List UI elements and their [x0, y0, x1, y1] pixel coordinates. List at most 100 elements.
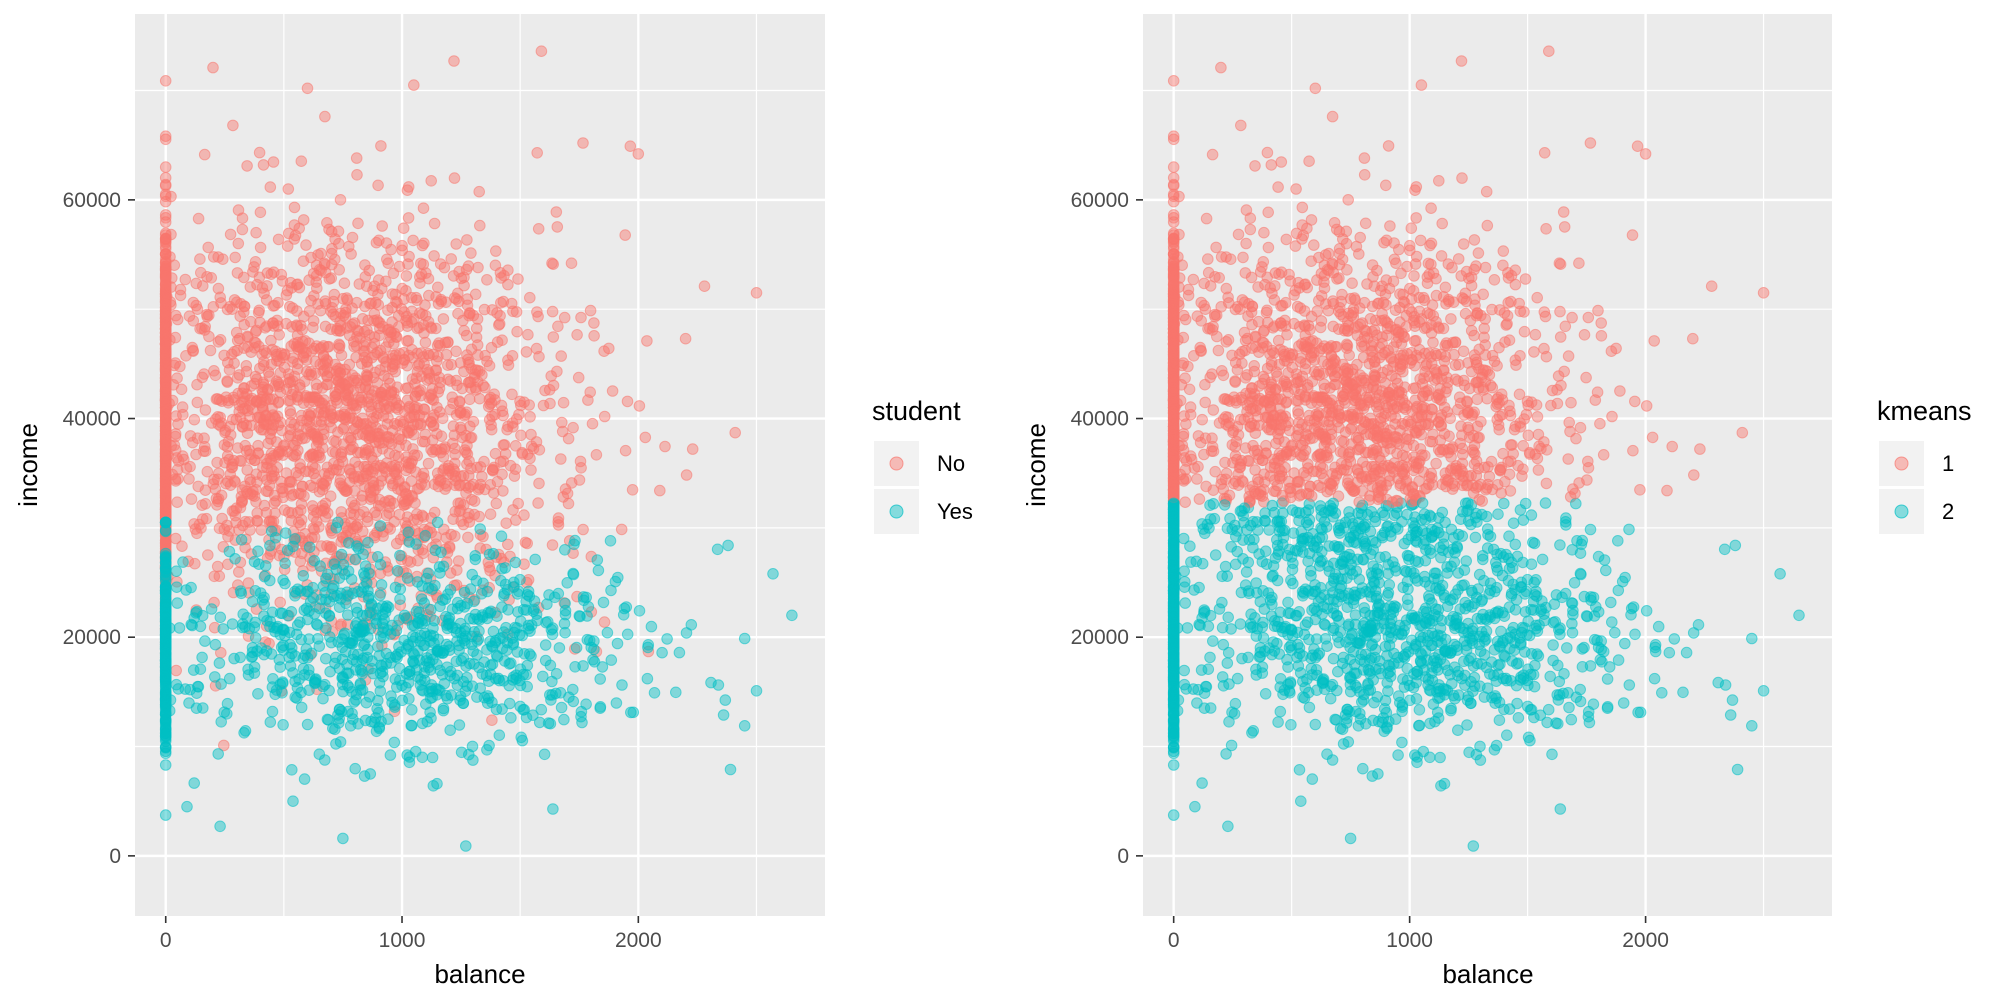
left-point-no	[170, 475, 182, 487]
left-point-yes	[333, 703, 346, 716]
left-point-no	[186, 436, 199, 449]
left-point-no	[446, 391, 459, 404]
left-point-yes	[344, 720, 357, 732]
left-point-yes	[426, 751, 439, 764]
right-point-1	[1405, 222, 1418, 234]
left-legend-key-yes	[889, 504, 904, 519]
left-point-no	[434, 258, 447, 270]
left-point-no	[552, 320, 564, 333]
left-point-no	[290, 449, 302, 461]
left-point-yes	[750, 685, 763, 697]
left-point-no	[241, 427, 254, 440]
left-point-yes	[159, 809, 172, 821]
left-point-no	[415, 478, 428, 491]
right-point-1	[1167, 75, 1180, 87]
left-point-no	[556, 416, 568, 429]
left-point-no	[408, 79, 420, 91]
left-y-tick-label: 20000	[63, 626, 121, 649]
left-point-no	[450, 345, 462, 358]
right-point-1	[1631, 140, 1644, 152]
left-point-yes	[177, 556, 189, 568]
left-point-yes	[514, 679, 527, 692]
left-point-no	[530, 342, 543, 355]
right-point-2	[1623, 523, 1635, 536]
left-point-yes	[314, 560, 327, 572]
left-point-no	[400, 270, 413, 282]
left-point-no	[196, 499, 208, 512]
left-point-no	[351, 169, 363, 181]
right-point-1	[1249, 160, 1261, 172]
left-point-yes	[172, 683, 185, 695]
left-point-yes	[356, 609, 369, 622]
left-point-yes	[439, 593, 452, 605]
left-point-no	[224, 429, 237, 441]
left-point-yes	[529, 553, 542, 566]
left-point-no	[159, 212, 172, 224]
left-point-no	[218, 439, 231, 451]
left-point-no	[212, 282, 225, 295]
left-point-no	[453, 295, 465, 308]
right-point-1	[1195, 296, 1207, 309]
left-point-no	[159, 466, 172, 479]
left-point-yes	[171, 597, 184, 609]
left-point-yes	[242, 669, 255, 681]
left-point-no	[330, 463, 343, 476]
left-point-yes	[455, 599, 467, 612]
left-point-no	[291, 278, 304, 291]
left-point-yes	[303, 633, 315, 645]
left-point-no	[598, 616, 611, 628]
left-point-no	[426, 434, 439, 447]
right-point-1	[1358, 152, 1371, 164]
left-point-no	[372, 179, 384, 192]
left-point-no	[551, 365, 563, 378]
left-point-yes	[373, 649, 386, 662]
left-point-no	[216, 395, 228, 408]
left-point-yes	[291, 619, 304, 631]
left-point-yes	[337, 685, 349, 698]
left-point-no	[337, 438, 350, 450]
left-point-no	[511, 325, 523, 338]
left-point-yes	[402, 526, 415, 539]
left-point-yes	[205, 603, 218, 615]
left-point-no	[252, 306, 265, 319]
left-point-no	[390, 468, 403, 481]
right-point-1	[1388, 253, 1401, 266]
left-point-no	[582, 394, 594, 406]
left-point-no	[463, 393, 476, 406]
left-point-no	[209, 369, 222, 382]
left-point-yes	[398, 634, 411, 647]
left-point-no	[364, 486, 377, 499]
left-point-no	[531, 306, 543, 318]
left-x-tick-label: 2000	[615, 929, 662, 952]
left-point-no	[264, 181, 277, 193]
left-point-no	[407, 234, 419, 247]
left-point-yes	[350, 694, 362, 706]
left-point-yes	[416, 580, 428, 592]
left-point-no	[221, 376, 234, 388]
left-point-no	[506, 388, 518, 401]
right-point-1	[1471, 393, 1483, 406]
left-point-no	[445, 253, 458, 265]
left-point-no	[340, 292, 353, 304]
left-point-yes	[285, 606, 298, 618]
left-point-no	[273, 396, 285, 408]
left-point-no	[355, 357, 368, 370]
left-point-yes	[307, 592, 320, 604]
left-point-no	[522, 328, 534, 341]
right-point-1	[1595, 330, 1608, 342]
left-point-yes	[410, 538, 422, 550]
left-point-yes	[374, 685, 387, 697]
left-point-no	[443, 465, 456, 477]
left-point-yes	[433, 561, 446, 573]
left-point-yes	[467, 645, 480, 658]
left-point-no	[351, 519, 364, 531]
left-point-no	[297, 350, 310, 363]
left-point-yes	[384, 749, 397, 761]
left-point-yes	[547, 803, 559, 815]
left-point-yes	[159, 700, 172, 713]
left-point-no	[512, 273, 524, 285]
left-point-no	[232, 204, 245, 216]
left-point-no	[187, 315, 200, 327]
left-point-yes	[580, 698, 592, 711]
